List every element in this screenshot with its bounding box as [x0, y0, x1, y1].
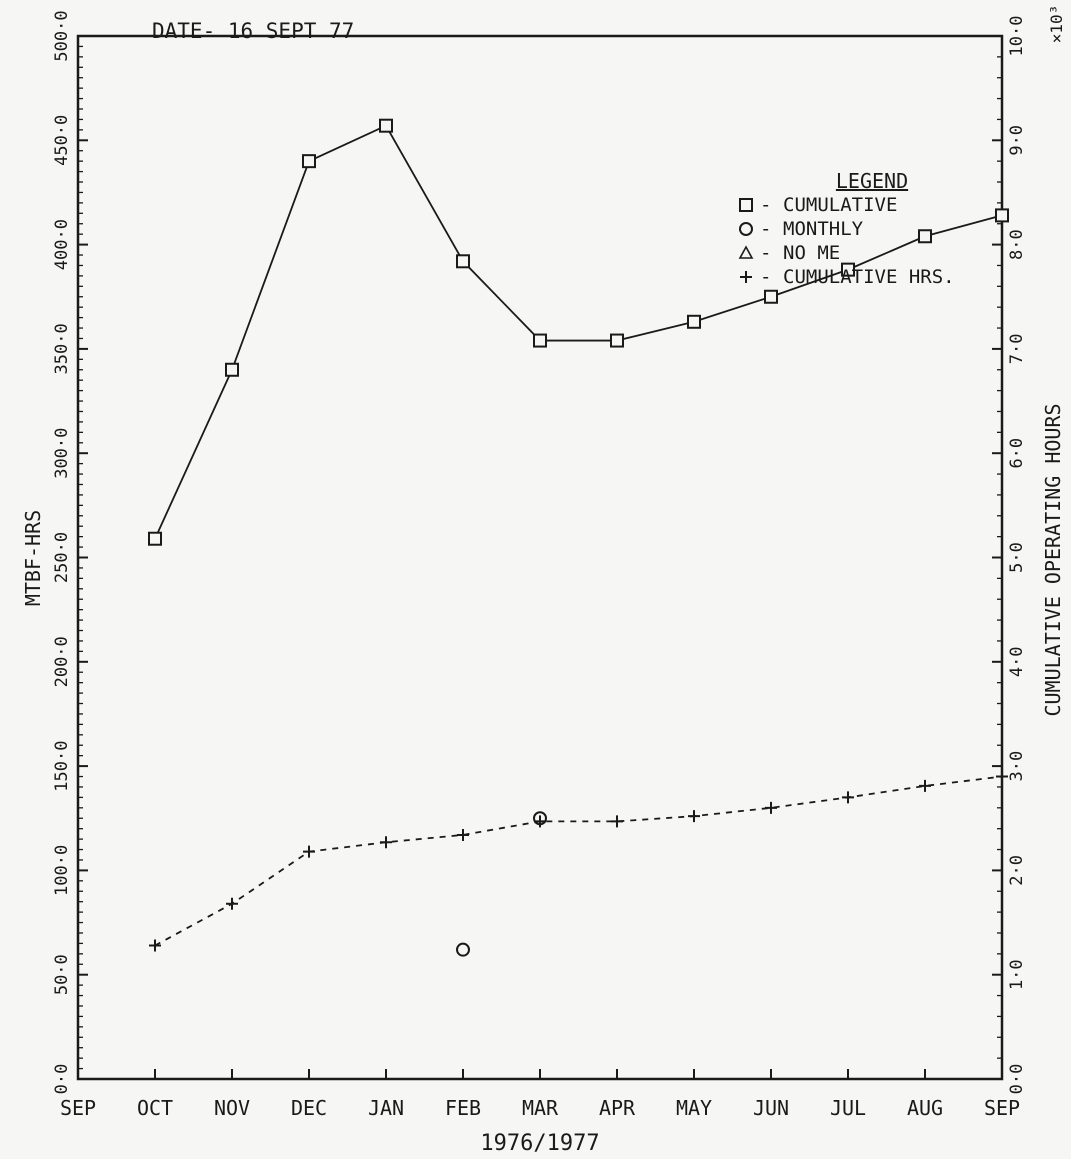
left-axis-tick-label: 100·0	[52, 845, 72, 896]
cumulative-point	[687, 314, 701, 329]
cumulative-point	[456, 254, 470, 269]
x-axis-tick-label: JUN	[753, 1096, 789, 1120]
right-axis-tick-label: 10·0	[1007, 16, 1027, 57]
x-axis-tick-label: JUL	[830, 1096, 866, 1120]
x-axis-ticks: SEP OCT NOV DEC JAN FEB MAR APR MAY JUN JUL AUG SEP	[60, 1069, 1020, 1120]
legend-dash: -	[760, 194, 771, 216]
right-axis-multiplier: ×10³	[1047, 5, 1066, 44]
cumulative-hrs-point	[149, 939, 161, 952]
right-axis-tick-label: 7·0	[1007, 334, 1027, 365]
right-axis-tick-label: 3·0	[1007, 751, 1027, 782]
x-axis-tick-label: DEC	[291, 1096, 327, 1120]
cumulative-hrs-point	[534, 815, 546, 828]
series-marks	[148, 118, 1009, 957]
right-axis-tick-label: 1·0	[1007, 959, 1027, 990]
right-axis-tick-label: 8·0	[1007, 229, 1027, 260]
x-axis-tick-label: AUG	[907, 1096, 943, 1120]
x-axis-tick-label: JAN	[368, 1096, 404, 1120]
legend-marker-circle	[739, 222, 753, 236]
legend-dash: -	[760, 218, 771, 240]
left-axis-tick-label: 350·0	[52, 323, 72, 374]
left-axis-tick-label: 250·0	[52, 532, 72, 583]
cumulative-hrs-point	[996, 770, 1008, 783]
legend-title: LEGEND	[836, 169, 908, 193]
left-axis-tick-label: 150·0	[52, 741, 72, 792]
cumulative-hrs-point	[919, 779, 931, 792]
cumulative-point	[995, 208, 1009, 223]
cumulative-line	[154, 124, 1003, 540]
cumulative-point	[764, 289, 778, 304]
left-axis-tick-label: 450·0	[52, 115, 72, 166]
left-axis-tick-label: 400·0	[52, 219, 72, 270]
left-axis-tick-label: 500·0	[52, 10, 72, 61]
right-axis-tick-label: 9·0	[1007, 125, 1027, 156]
x-axis-tick-label: FEB	[445, 1096, 481, 1120]
cumulative-hrs-point	[842, 791, 854, 804]
left-axis-tick-label: 200·0	[52, 636, 72, 687]
cumulative-hrs-point	[303, 845, 315, 858]
left-axis-ticks: 0·0 50·0 100·0 150·0 200·0 250·0 300·0 350·0 400…	[52, 10, 88, 1094]
right-axis-ticks: 0·0 1·0 2·0 3·0 4·0 5·0 6·0 7·0 8·0 9·0 10·0	[992, 16, 1027, 1095]
x-axis-tick-label: MAY	[676, 1096, 712, 1120]
legend: LEGEND - CUMULATIVE- MONTHLY- NO ME- CUMULAT…	[738, 169, 955, 288]
x-axis-tick-label: OCT	[137, 1096, 173, 1120]
monthly-point	[456, 942, 470, 957]
date-label: DATE- 16 SEPT 77	[152, 19, 354, 43]
cumulative-point	[148, 531, 162, 546]
x-axis-tick-label: NOV	[214, 1096, 250, 1120]
x-axis-tick-label: APR	[599, 1096, 636, 1120]
legend-label: MONTHLY	[783, 218, 864, 240]
cumulative-hrs-line	[154, 775, 1003, 947]
left-axis-tick-label: 50·0	[52, 954, 72, 995]
x-axis-tick-label: SEP	[60, 1096, 96, 1120]
right-axis-tick-label: 0·0	[1007, 1064, 1027, 1095]
left-axis-label: MTBF-HRS	[21, 510, 45, 606]
cumulative-hrs-point	[688, 810, 700, 823]
cumulative-point	[533, 333, 547, 348]
left-axis-tick-label: 300·0	[52, 428, 72, 479]
x-axis-label: 1976/1977	[480, 1131, 599, 1156]
right-axis-label: CUMULATIVE OPERATING HOURS	[1041, 403, 1065, 716]
legend-marker-triangle	[738, 245, 754, 259]
cumulative-point	[225, 362, 239, 377]
cumulative-point	[379, 118, 393, 133]
legend-marker-plus	[740, 271, 752, 283]
cumulative-point	[610, 333, 624, 348]
cumulative-hrs-point	[226, 897, 238, 910]
legend-label: CUMULATIVE	[783, 194, 897, 216]
legend-entries: - CUMULATIVE- MONTHLY- NO ME- CUMULATIVE HRS…	[738, 194, 955, 288]
cumulative-hrs-point	[380, 836, 392, 849]
cumulative-hrs-point	[457, 828, 469, 841]
right-axis-tick-label: 4·0	[1007, 646, 1027, 677]
legend-label: CUMULATIVE HRS.	[783, 266, 955, 288]
right-axis-tick-label: 6·0	[1007, 438, 1027, 469]
cumulative-point	[302, 154, 316, 169]
x-axis-tick-label: SEP	[984, 1096, 1020, 1120]
cumulative-point	[918, 229, 932, 244]
right-axis-tick-label: 5·0	[1007, 542, 1027, 573]
legend-label: NO ME	[783, 242, 840, 264]
cumulative-point	[841, 262, 855, 277]
left-axis-tick-label: 0·0	[52, 1064, 72, 1095]
legend-marker-square	[739, 198, 753, 212]
right-axis-tick-label: 2·0	[1007, 855, 1027, 886]
cumulative-hrs-point	[765, 801, 777, 814]
legend-dash: -	[760, 266, 771, 288]
legend-dash: -	[760, 242, 771, 264]
cumulative-hrs-point	[611, 815, 623, 828]
x-axis-tick-label: MAR	[522, 1096, 559, 1120]
